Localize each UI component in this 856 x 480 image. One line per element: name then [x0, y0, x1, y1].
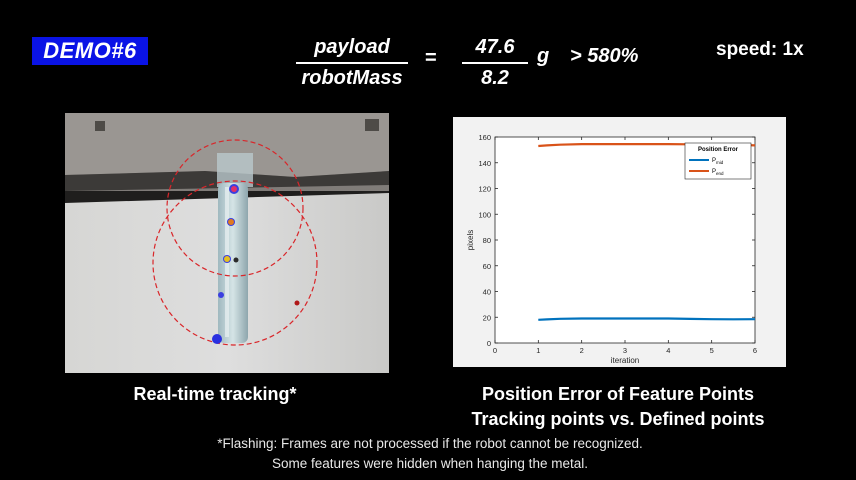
- legend-label-mid: Pmid: [712, 158, 724, 165]
- tracking-video-frame: [65, 113, 389, 373]
- x-tick-label: 4: [666, 346, 670, 355]
- y-axis-label: pixels: [466, 230, 475, 250]
- y-tick-label: 40: [483, 288, 491, 297]
- x-tick-label: 6: [753, 346, 757, 355]
- legend-label-end: Pend: [712, 169, 724, 176]
- position-error-chart-panel: 0 20 40 60 80 100 120 140 160 0 1 2 3 4 5 6 iteration pix…: [453, 117, 786, 367]
- formula-numerator-value: 47.6: [475, 36, 515, 58]
- y-tick-label: 120: [478, 185, 491, 194]
- tracking-scene: [65, 113, 389, 373]
- formula-numerator-text: payload: [314, 36, 390, 58]
- x-tick-label: 5: [710, 346, 714, 355]
- y-tick-label: 80: [483, 236, 491, 245]
- formula-denominator-text: robotMass: [301, 67, 403, 89]
- series-line-mid: [538, 317, 756, 321]
- x-tick-label: 3: [623, 346, 627, 355]
- fraction-bar: [296, 62, 408, 64]
- x-tick-label: 0: [493, 346, 497, 355]
- y-tick-label: 140: [478, 159, 491, 168]
- formula-fraction-right: 47.6 8.2: [462, 36, 528, 90]
- x-axis-label: iteration: [611, 356, 639, 365]
- x-tick-label: 1: [536, 346, 540, 355]
- formula-unit: g: [537, 45, 550, 67]
- footnote-line1: *Flashing: Frames are not processed if t…: [217, 436, 643, 451]
- y-tick-label: 20: [483, 313, 491, 322]
- x-tick-label: 2: [580, 346, 584, 355]
- right-caption-line2: Tracking points vs. Defined points: [471, 409, 765, 429]
- left-caption: Real-time tracking*: [133, 384, 297, 404]
- position-error-chart: 0 20 40 60 80 100 120 140 160 0 1 2 3 4 5 6 iteration pix…: [466, 133, 757, 365]
- formula-denominator-value: 8.2: [481, 67, 509, 89]
- fraction-bar: [462, 62, 528, 64]
- y-tick-label: 160: [478, 133, 491, 142]
- footnote-line2: Some features were hidden when hanging t…: [272, 456, 588, 471]
- speed-label: speed: 1x: [716, 39, 804, 60]
- legend-title: Position Error: [698, 147, 739, 153]
- right-caption-line1: Position Error of Feature Points: [481, 384, 755, 404]
- y-tick-label: 0: [487, 339, 491, 348]
- y-tick-label: 60: [483, 262, 491, 271]
- demo-badge: DEMO#6: [32, 37, 148, 65]
- formula-ratio: > 580%: [570, 45, 639, 67]
- formula-equals: =: [425, 47, 437, 69]
- y-tick-label: 100: [478, 210, 491, 219]
- formula-fraction-left: payload robotMass: [296, 36, 408, 90]
